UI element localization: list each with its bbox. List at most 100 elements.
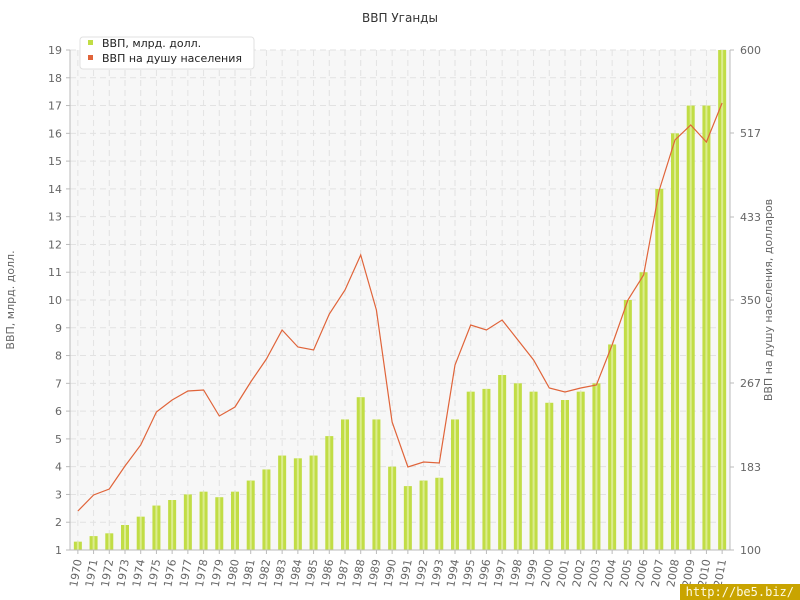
y2-tick-label: 267 [740, 377, 761, 390]
x-tick-label: 2011 [711, 558, 729, 588]
x-tick-label: 2000 [539, 558, 557, 588]
line-series [77, 102, 723, 512]
bar-highlight [579, 391, 582, 550]
bar-highlight [281, 455, 284, 550]
bar-highlight [328, 436, 331, 550]
legend-swatch-gdp-per-capita [88, 55, 93, 60]
y-tick-label: 7 [55, 377, 62, 390]
bar-series [73, 50, 727, 551]
y-tick-label: 10 [48, 294, 62, 307]
bar-highlight [642, 272, 645, 550]
bar-highlight [595, 383, 598, 550]
chart-title: ВВП Уганды [362, 11, 438, 25]
right-axis-ticks: 100 183 267 350 433 517 600 [730, 44, 761, 557]
y-tick-label: 19 [48, 44, 62, 57]
y-tick-label: 12 [48, 238, 62, 251]
bar-highlight [344, 419, 346, 550]
x-tick-label: 1971 [83, 558, 101, 588]
y-tick-label: 3 [55, 488, 62, 501]
x-tick-label: 1976 [161, 558, 179, 588]
x-tick-label: 1993 [429, 558, 447, 588]
bar-highlight [548, 402, 551, 550]
x-tick-label: 2002 [570, 558, 588, 588]
x-tick-label: 2003 [586, 558, 604, 588]
x-tick-label: 2001 [554, 558, 572, 588]
bar-highlight [359, 397, 362, 550]
x-tick-label: 1988 [350, 558, 368, 588]
bar-highlight [155, 505, 158, 550]
bar-highlight [454, 419, 456, 550]
y2-axis-label: ВВП на душу населения, долларов [762, 199, 775, 401]
x-tick-label: 1986 [319, 558, 337, 588]
x-tick-label: 2007 [649, 558, 667, 588]
bar-highlight [485, 388, 488, 550]
y2-tick-label: 350 [740, 294, 761, 307]
bar-highlight [171, 500, 174, 550]
x-tick-label: 1983 [271, 558, 289, 588]
x-tick-label: 2008 [664, 558, 682, 588]
legend-swatch-gdp [88, 40, 93, 45]
y2-tick-label: 183 [740, 461, 761, 474]
bar-highlight [391, 466, 394, 550]
bar-highlight [312, 455, 315, 550]
bar-highlight [422, 480, 425, 550]
y-tick-label: 18 [48, 72, 62, 85]
bar-highlight [108, 533, 111, 550]
bar-highlight [92, 536, 95, 550]
legend: ВВП, млрд. долл. ВВП на душу населения [79, 36, 255, 70]
x-tick-label: 2010 [696, 558, 714, 588]
x-tick-label: 1991 [397, 558, 415, 588]
bar-highlight [186, 494, 189, 550]
x-tick-label: 1997 [491, 558, 509, 588]
x-tick-label: 1996 [476, 558, 494, 588]
bar-highlight [469, 391, 472, 550]
x-tick-label: 1982 [256, 558, 274, 588]
x-axis-ticks: 1970197119721973197419751976197719781979… [67, 550, 729, 588]
y-tick-label: 9 [55, 322, 62, 335]
x-tick-label: 1992 [413, 558, 431, 588]
x-tick-label: 1999 [523, 558, 541, 588]
bar-highlight [139, 516, 142, 550]
x-tick-label: 1998 [507, 558, 525, 588]
legend-label-gdp-per-capita: ВВП на душу населения [102, 52, 242, 65]
x-tick-label: 1974 [130, 558, 148, 588]
legend-label-gdp: ВВП, млрд. долл. [102, 37, 201, 50]
bar-highlight [234, 491, 236, 550]
bar-highlight [626, 300, 629, 550]
bar-highlight [674, 133, 676, 551]
bar-highlight [375, 419, 378, 550]
y-tick-label: 1 [55, 544, 62, 557]
y-tick-label: 17 [48, 100, 62, 113]
y-tick-label: 8 [55, 350, 62, 363]
x-tick-label: 2005 [617, 558, 635, 588]
y-tick-label: 5 [55, 433, 62, 446]
y-tick-label: 2 [55, 516, 62, 529]
bar-highlight [265, 469, 268, 550]
x-tick-label: 1990 [381, 558, 399, 588]
bar-highlight [438, 477, 441, 550]
x-tick-label: 1972 [99, 558, 117, 588]
y-tick-label: 6 [55, 405, 62, 418]
y2-tick-label: 100 [740, 544, 761, 557]
x-tick-label: 1995 [460, 558, 478, 588]
x-tick-label: 1981 [240, 558, 258, 588]
bar-highlight [501, 375, 504, 550]
y-tick-label: 13 [48, 211, 62, 224]
y2-tick-label: 517 [740, 127, 761, 140]
grid-lines [70, 49, 730, 551]
x-tick-label: 1994 [444, 558, 462, 588]
x-tick-label: 1973 [114, 558, 132, 588]
bar-highlight [76, 541, 79, 550]
x-tick-label: 1987 [334, 558, 352, 588]
x-tick-label: 2009 [680, 558, 698, 588]
y-tick-label: 4 [55, 461, 62, 474]
bar-highlight [249, 480, 252, 550]
x-tick-label: 1978 [193, 558, 211, 588]
bar-highlight [564, 400, 566, 550]
y2-tick-label: 600 [740, 44, 761, 57]
bar-highlight [202, 491, 205, 550]
bar-highlight [611, 344, 614, 550]
y-tick-label: 11 [48, 266, 62, 279]
watermark: http://be5.biz/ [679, 584, 800, 600]
